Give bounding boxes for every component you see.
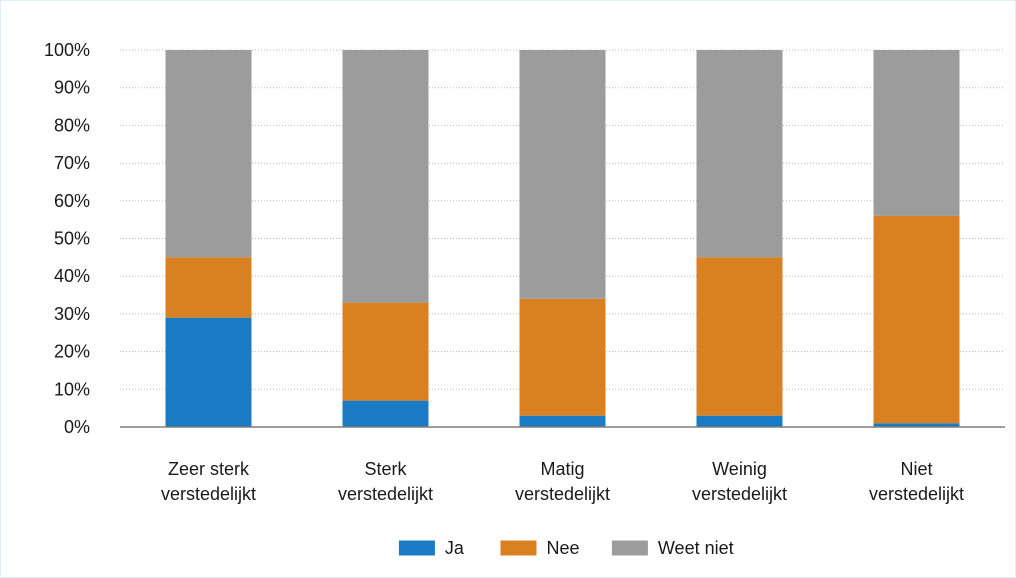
legend-swatch — [500, 540, 537, 556]
x-tick-label: Zeer sterk — [168, 459, 250, 479]
legend-label: Nee — [547, 538, 580, 558]
legend-label: Ja — [445, 538, 465, 558]
y-tick-label: 90% — [54, 78, 90, 98]
bar-segment-weet-niet — [873, 50, 960, 216]
bar-segment-ja — [165, 317, 252, 427]
y-tick-label: 30% — [54, 304, 90, 324]
y-tick-label: 50% — [54, 229, 90, 249]
bar-segment-nee — [696, 257, 783, 416]
x-tick-label: Sterk — [364, 459, 407, 479]
bar-segment-weet-niet — [165, 50, 252, 258]
y-tick-label: 10% — [54, 379, 90, 399]
x-tick-label: Weinig — [712, 459, 767, 479]
bar-segment-weet-niet — [519, 50, 606, 299]
x-axis: Zeer sterk verstedelijkt Sterk verstedelijk… — [120, 426, 1005, 504]
y-tick-label: 40% — [54, 266, 90, 286]
x-tick-label: verstedelijkt — [692, 484, 787, 504]
bars — [165, 50, 960, 427]
bar-segment-nee — [342, 302, 429, 401]
legend-label: Weet niet — [658, 538, 734, 558]
x-tick-label: verstedelijkt — [161, 484, 256, 504]
x-tick-label: verstedelijkt — [338, 484, 433, 504]
legend-swatch — [398, 540, 435, 556]
gridlines — [120, 49, 1005, 390]
bar-segment-weet-niet — [342, 50, 429, 303]
legend-swatch — [611, 540, 648, 556]
bar-segment-nee — [873, 215, 960, 424]
bar-segment-weet-niet — [696, 50, 783, 258]
bar-segment-ja — [873, 423, 960, 427]
bar-segment-ja — [342, 400, 429, 427]
y-axis: 0% 10% 20% 30% 40% 50% 60% 70% 80% 90% 100% — [44, 40, 90, 437]
bar-segment-nee — [519, 298, 606, 416]
bar-segment-ja — [696, 415, 783, 427]
x-tick-label: Matig — [540, 459, 584, 479]
x-tick-label: Niet — [900, 459, 932, 479]
y-tick-label: 100% — [44, 40, 90, 60]
y-tick-label: 70% — [54, 153, 90, 173]
bar-segment-ja — [519, 415, 606, 427]
x-tick-label: verstedelijkt — [869, 484, 964, 504]
y-tick-label: 80% — [54, 115, 90, 135]
legend: Ja Nee Weet niet — [398, 538, 734, 558]
y-tick-label: 0% — [64, 417, 90, 437]
y-tick-label: 60% — [54, 191, 90, 211]
y-tick-label: 20% — [54, 342, 90, 362]
bar-segment-nee — [165, 257, 252, 318]
x-tick-label: verstedelijkt — [515, 484, 610, 504]
